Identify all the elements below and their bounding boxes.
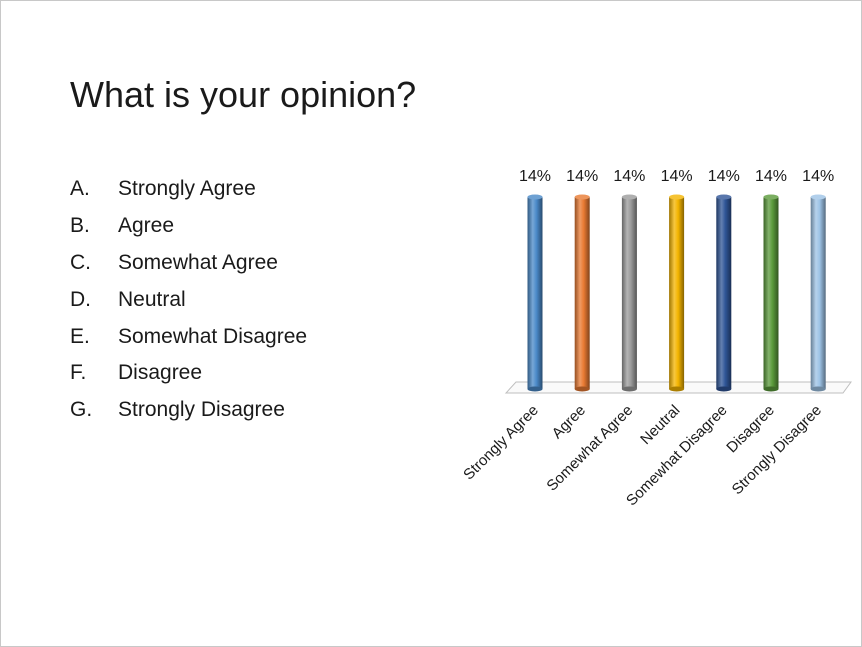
option-g: G. Strongly Disagree xyxy=(70,392,307,429)
option-text: Neutral xyxy=(118,287,186,311)
bar-top-2 xyxy=(621,194,637,200)
bar-top-5 xyxy=(763,194,779,200)
data-label-3: 14% xyxy=(661,168,693,185)
option-letter: F. xyxy=(70,361,87,385)
answer-options-list: A. Strongly Agree B. Agree C. Somewhat Agre… xyxy=(70,171,307,429)
option-b: B. Agree xyxy=(70,208,307,245)
option-c: C. Somewhat Agree xyxy=(70,245,307,282)
option-text: Somewhat Agree xyxy=(118,250,278,274)
bar-6 xyxy=(810,197,826,389)
bar-top-4 xyxy=(716,194,732,200)
option-f: F. Disagree xyxy=(70,355,307,392)
bar-base-1 xyxy=(574,386,590,392)
data-label-6: 14% xyxy=(802,168,834,185)
data-label-5: 14% xyxy=(755,168,787,185)
bar-2 xyxy=(621,197,637,389)
option-letter: B. xyxy=(70,214,90,238)
category-label-0: Strongly Agree xyxy=(460,402,542,484)
option-letter: G. xyxy=(70,398,93,422)
category-label-3: Neutral xyxy=(637,402,683,448)
bar-5 xyxy=(763,197,779,389)
option-letter: A. xyxy=(70,177,90,201)
bar-4 xyxy=(716,197,732,389)
option-text: Strongly Agree xyxy=(118,177,256,201)
data-label-4: 14% xyxy=(708,168,740,185)
data-label-1: 14% xyxy=(566,168,598,185)
bar-top-1 xyxy=(574,194,590,200)
bar-1 xyxy=(574,197,590,389)
bar-base-6 xyxy=(810,386,826,392)
category-label-6: Strongly Disagree xyxy=(729,402,825,498)
bar-0 xyxy=(527,197,543,389)
option-text: Disagree xyxy=(118,361,203,385)
option-letter: D. xyxy=(70,287,91,311)
bar-3 xyxy=(669,197,685,389)
category-label-1: Agree xyxy=(549,402,589,442)
data-label-2: 14% xyxy=(613,168,645,185)
bar-base-0 xyxy=(527,386,543,392)
option-d: D. Neutral xyxy=(70,281,307,318)
bar-top-6 xyxy=(810,194,826,200)
category-label-2: Somewhat Agree xyxy=(543,402,636,495)
option-text: Strongly Disagree xyxy=(118,398,285,422)
option-e: E. Somewhat Disagree xyxy=(70,318,307,355)
slide-title: What is your opinion? xyxy=(70,74,417,115)
bar-base-3 xyxy=(669,386,685,392)
option-letter: C. xyxy=(70,250,91,274)
option-text: Agree xyxy=(118,214,175,238)
chart-bars: 14% Strongly Agree 14% Agree 14% Somewhat Agr… xyxy=(460,168,834,509)
option-text: Somewhat Disagree xyxy=(118,324,308,348)
option-letter: E. xyxy=(70,324,90,348)
bar-base-4 xyxy=(716,386,732,392)
bar-top-0 xyxy=(527,194,543,200)
bar-base-2 xyxy=(621,386,637,392)
option-a: A. Strongly Agree xyxy=(70,171,307,208)
data-label-0: 14% xyxy=(519,168,551,185)
bar-top-3 xyxy=(669,194,685,200)
bar-base-5 xyxy=(763,386,779,392)
